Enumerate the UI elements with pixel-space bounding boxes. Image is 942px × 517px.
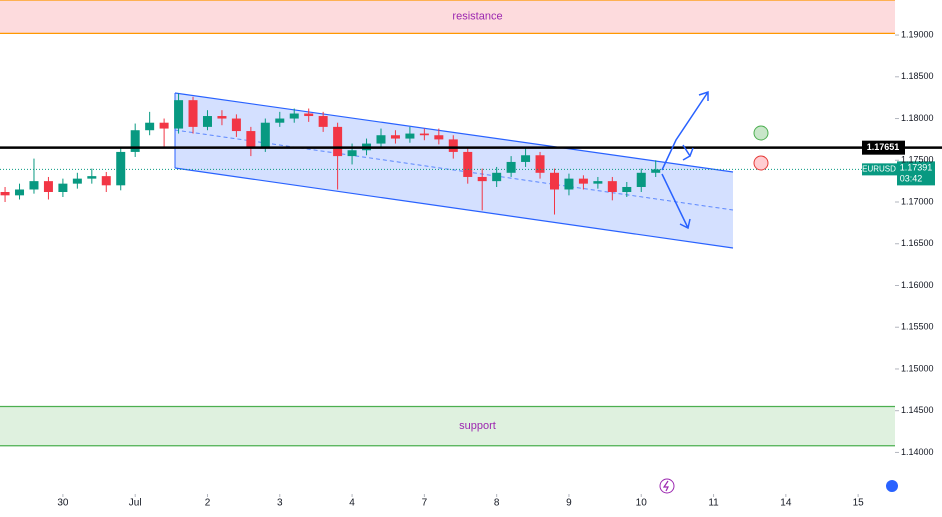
arrows (661, 90, 709, 230)
x-tick-label: 10 (636, 498, 648, 509)
green-marker (753, 125, 769, 141)
candle-body (564, 178, 574, 190)
arrow-down (661, 173, 691, 230)
candle-body (0, 191, 10, 196)
y-tick-label: 1.15500 (901, 322, 934, 332)
candles (0, 93, 661, 215)
y-tick-label: 1.19000 (901, 29, 934, 39)
x-tick-label: 3 (277, 498, 283, 509)
candle-body (159, 122, 169, 129)
x-tick-label: 8 (494, 498, 500, 509)
candle-body (304, 113, 314, 117)
candle-body (130, 130, 140, 152)
candle-body (101, 176, 111, 186)
candle-body (58, 183, 68, 192)
candle-body (607, 181, 617, 192)
x-tick-label: 7 (422, 498, 428, 509)
candle-body (492, 172, 502, 182)
candle-body (72, 178, 82, 184)
candle-body (347, 150, 357, 157)
y-tick-label: 1.14000 (901, 447, 934, 457)
level-label: 1.17651 (867, 142, 900, 152)
candle-body (578, 178, 588, 184)
candle-body (318, 116, 328, 127)
y-tick-label: 1.18500 (901, 71, 934, 81)
axes: 1.19000 1.18500 1.18000 1.17500 1.17000 1.165… (57, 29, 933, 508)
channel-upper (174, 92, 734, 173)
candle-body (43, 181, 53, 192)
candle-body (390, 135, 400, 139)
symbol-box (862, 163, 897, 176)
y-tick-label: 1.16000 (901, 280, 934, 290)
candle-body (376, 135, 386, 144)
candle-body (506, 161, 516, 173)
event-icon[interactable] (659, 478, 675, 494)
logo-icon (886, 480, 898, 492)
red-marker (753, 155, 769, 171)
candle-body (29, 181, 39, 190)
resistance-zone (0, 0, 895, 34)
candle-body (593, 181, 603, 184)
candle-body (174, 100, 184, 129)
candle-body (333, 126, 343, 157)
candle-body (260, 122, 270, 148)
candle-body (405, 133, 415, 139)
symbol-label: EURUSD (862, 164, 896, 173)
x-tick-label: 9 (566, 498, 572, 509)
x-tick-label: 15 (853, 498, 865, 509)
candle-body (188, 100, 198, 127)
y-tick-label: 1.14500 (901, 405, 934, 415)
candle-body (434, 135, 444, 140)
support-zone (0, 406, 895, 446)
countdown-label: 03:42 (900, 174, 923, 184)
zone-label: resistance (452, 11, 502, 23)
event-bolt (662, 480, 669, 492)
candle-body (622, 186, 632, 192)
y-tick-label: 1.16500 (901, 238, 934, 248)
candle-body (202, 116, 212, 127)
x-tick-label: Jul (129, 498, 142, 509)
candle-body (448, 139, 458, 152)
candle-body (463, 151, 473, 177)
candle-body (549, 172, 559, 190)
price-box (897, 161, 935, 186)
candle-body (15, 189, 25, 196)
x-tick-label: 4 (349, 498, 355, 509)
candle-body (116, 151, 126, 186)
x-tick-label: 11 (708, 498, 719, 509)
y-tick-label: 1.17000 (901, 196, 934, 206)
y-tick-label: 1.17500 (901, 155, 934, 165)
x-tick-label: 30 (57, 498, 69, 509)
candle-body (145, 122, 155, 131)
level-label-box (862, 140, 905, 155)
current-price-label: 1.17391 (900, 163, 933, 173)
candle-body (419, 133, 429, 136)
candle-body (231, 118, 241, 132)
candle-body (246, 131, 256, 148)
candle-body (217, 116, 227, 119)
candle-body (535, 155, 545, 173)
channel-lower (174, 167, 734, 249)
y-tick-label: 1.15000 (901, 363, 934, 373)
candle-body (521, 155, 531, 162)
zones: resistance support (0, 0, 895, 447)
x-tick-label: 14 (780, 498, 792, 509)
arrow-small (682, 144, 694, 161)
y-tick-label: 1.18000 (901, 113, 934, 123)
candle-body (651, 169, 661, 173)
candle-body (636, 172, 646, 187)
candle-body (87, 176, 97, 179)
arrow-up (661, 90, 709, 171)
x-tick-label: 2 (205, 498, 211, 509)
zone-label: support (459, 420, 496, 432)
candle-body (275, 118, 285, 123)
candle-body (289, 113, 299, 119)
candle-body (477, 176, 487, 182)
